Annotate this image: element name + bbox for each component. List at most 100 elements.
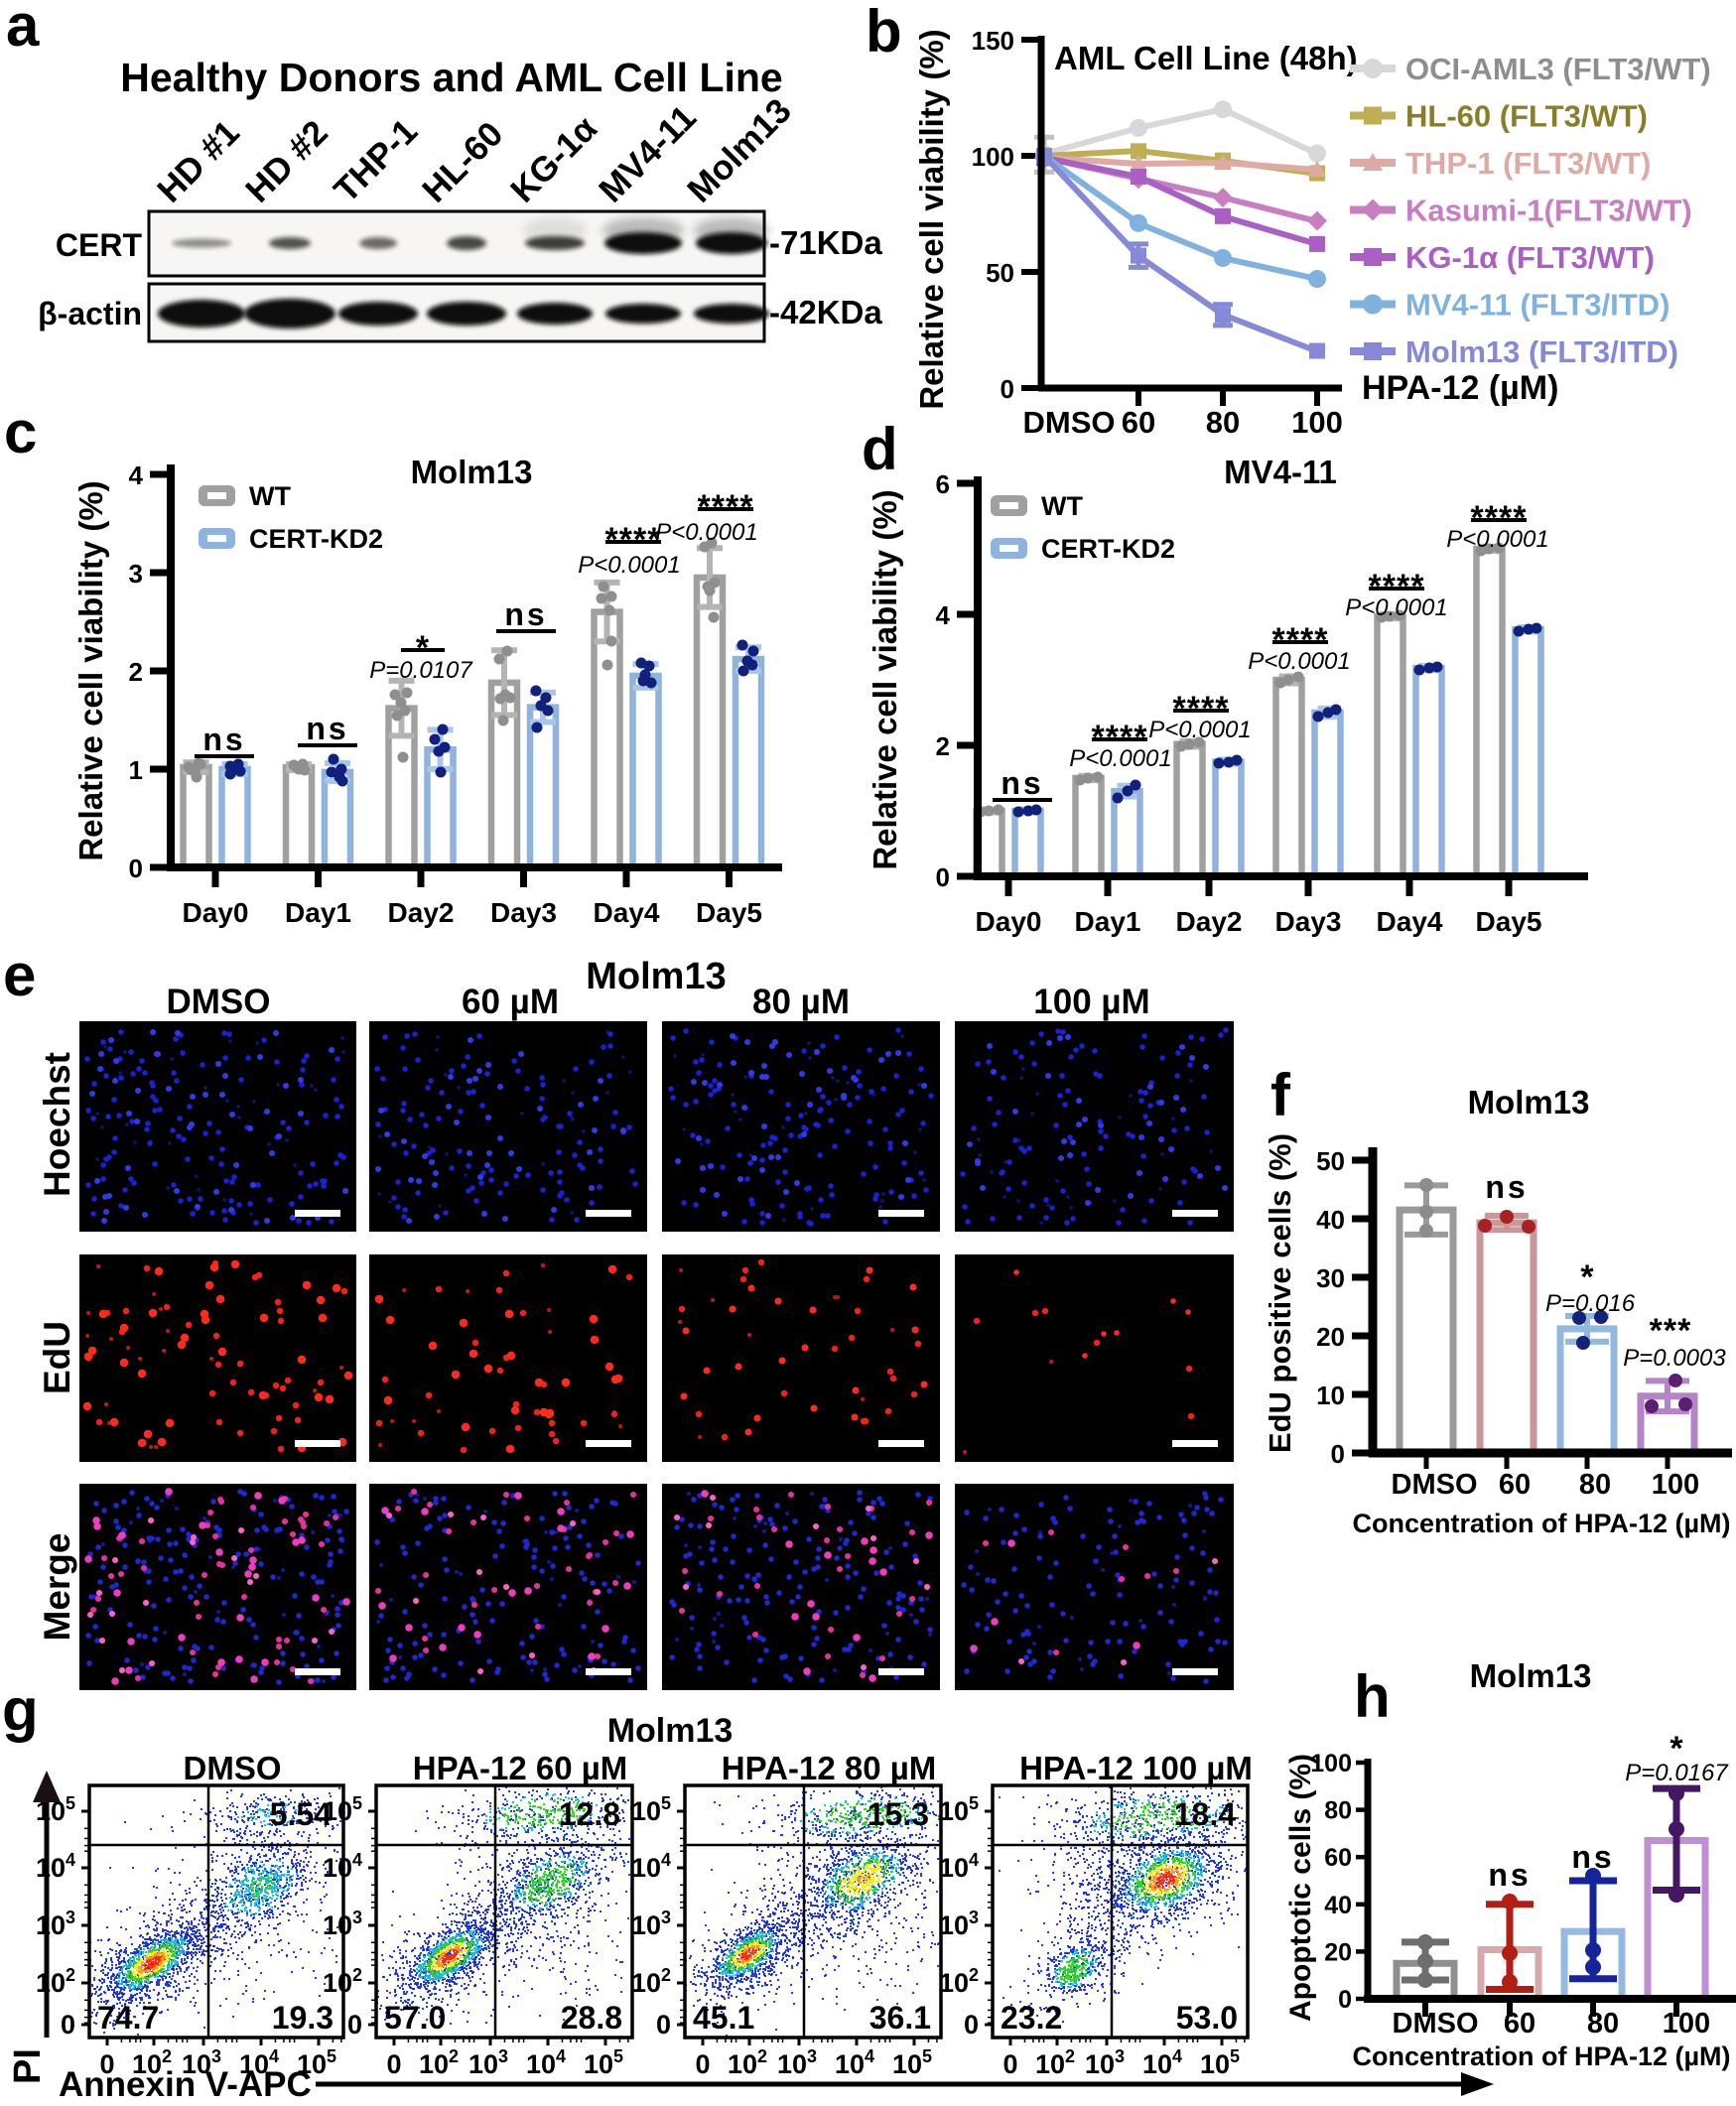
- svg-text:28.8: 28.8: [561, 2000, 622, 2036]
- svg-text:36.1: 36.1: [869, 2000, 931, 2036]
- svg-text:19.3: 19.3: [272, 2000, 334, 2036]
- svg-text:Molm13: Molm13: [586, 956, 726, 997]
- svg-text:60: 60: [1504, 2008, 1536, 2040]
- svg-text:Day4: Day4: [594, 897, 660, 928]
- svg-text:ns: ns: [1485, 1169, 1528, 1205]
- svg-text:Day4: Day4: [1377, 906, 1443, 937]
- svg-text:0: 0: [99, 2049, 114, 2079]
- svg-text:60: 60: [1122, 405, 1155, 440]
- svg-text:0: 0: [1001, 374, 1014, 404]
- svg-text:β-actin: β-actin: [38, 296, 142, 331]
- svg-text:2: 2: [129, 657, 143, 687]
- svg-text:*: *: [1669, 1730, 1683, 1768]
- svg-text:P=0.016: P=0.016: [1545, 1290, 1636, 1317]
- svg-text:-71KDa: -71KDa: [769, 224, 882, 261]
- svg-text:AML Cell Line (48h): AML Cell Line (48h): [1054, 40, 1358, 76]
- svg-text:3: 3: [129, 559, 143, 589]
- svg-text:100 µM: 100 µM: [1033, 983, 1149, 1021]
- svg-text:102: 102: [939, 1965, 979, 1998]
- svg-text:105: 105: [1200, 2046, 1240, 2079]
- svg-text:Relative cell viability (%): Relative cell viability (%): [913, 29, 950, 409]
- svg-text:40: 40: [1324, 1892, 1352, 1919]
- svg-text:100: 100: [1310, 1750, 1352, 1777]
- svg-text:Merge: Merge: [37, 1533, 77, 1642]
- svg-text:Molm13: Molm13: [607, 1712, 734, 1750]
- svg-text:Apoptotic cells (%): Apoptotic cells (%): [1284, 1754, 1317, 2022]
- svg-text:Day5: Day5: [1476, 906, 1542, 937]
- svg-text:50: 50: [1316, 1146, 1345, 1176]
- svg-text:100: 100: [1291, 405, 1343, 440]
- svg-text:DMSO: DMSO: [1393, 2008, 1479, 2040]
- svg-text:P=0.0003: P=0.0003: [1623, 1345, 1726, 1372]
- svg-text:a: a: [6, 0, 40, 59]
- svg-text:Annexin V-APC: Annexin V-APC: [59, 2065, 312, 2101]
- svg-text:100: 100: [1663, 2008, 1710, 2040]
- svg-text:53.0: 53.0: [1176, 2000, 1238, 2036]
- svg-text:PI: PI: [7, 2048, 49, 2084]
- svg-text:102: 102: [1035, 2046, 1075, 2079]
- svg-text:WT: WT: [249, 481, 291, 511]
- svg-text:Concentration of HPA-12 (µM): Concentration of HPA-12 (µM): [1352, 1509, 1730, 1538]
- svg-text:0: 0: [1002, 2049, 1017, 2079]
- svg-text:103: 103: [468, 2046, 508, 2079]
- svg-text:P<0.0001: P<0.0001: [578, 552, 680, 579]
- svg-text:ns: ns: [1488, 1857, 1531, 1893]
- svg-text:HD #2: HD #2: [238, 113, 335, 210]
- svg-text:***: ***: [1650, 1312, 1692, 1350]
- svg-text:6: 6: [936, 469, 950, 499]
- svg-text:WT: WT: [1041, 491, 1083, 521]
- svg-text:2: 2: [936, 731, 950, 761]
- svg-text:Day1: Day1: [285, 897, 351, 928]
- svg-text:ns: ns: [504, 596, 547, 632]
- svg-text:80: 80: [1324, 1797, 1352, 1825]
- svg-text:104: 104: [631, 1850, 671, 1883]
- svg-text:80: 80: [1587, 2008, 1619, 2040]
- svg-text:g: g: [2, 1676, 39, 1743]
- svg-text:20: 20: [1324, 1938, 1352, 1966]
- svg-text:P<0.0001: P<0.0001: [1248, 648, 1350, 675]
- svg-text:80: 80: [1579, 1469, 1611, 1501]
- svg-text:Day0: Day0: [976, 906, 1042, 937]
- svg-text:-42KDa: -42KDa: [769, 294, 882, 330]
- svg-text:P<0.0001: P<0.0001: [655, 519, 757, 546]
- svg-text:30: 30: [1316, 1263, 1345, 1293]
- svg-text:103: 103: [631, 1908, 671, 1940]
- svg-text:THP-1 (FLT3/WT): THP-1 (FLT3/WT): [1405, 146, 1651, 181]
- svg-text:P=0.0167: P=0.0167: [1625, 1760, 1729, 1786]
- svg-text:DMSO: DMSO: [184, 1750, 282, 1786]
- svg-text:MV4-11: MV4-11: [592, 98, 704, 210]
- svg-text:45.1: 45.1: [693, 2000, 754, 2036]
- svg-text:Relative cell viability (%): Relative cell viability (%): [867, 489, 903, 869]
- svg-text:DMSO: DMSO: [1392, 1469, 1478, 1501]
- svg-text:103: 103: [777, 2046, 817, 2079]
- svg-text:0: 0: [347, 2010, 362, 2040]
- svg-text:104: 104: [939, 1850, 979, 1883]
- svg-text:c: c: [4, 399, 37, 465]
- svg-text:h: h: [1354, 1663, 1391, 1730]
- svg-text:Day1: Day1: [1075, 906, 1141, 937]
- svg-text:Healthy Donors and AML Cell Li: Healthy Donors and AML Cell Line: [120, 55, 782, 100]
- svg-text:Day0: Day0: [183, 897, 249, 928]
- svg-text:KG-1α (FLT3/WT): KG-1α (FLT3/WT): [1405, 240, 1655, 275]
- svg-text:150: 150: [972, 26, 1014, 56]
- svg-text:Hoechst: Hoechst: [37, 1052, 77, 1197]
- svg-text:HD #1: HD #1: [150, 113, 247, 210]
- svg-text:CERT: CERT: [56, 227, 143, 263]
- svg-text:e: e: [3, 942, 36, 1008]
- svg-text:60: 60: [1499, 1469, 1531, 1501]
- svg-text:0: 0: [1338, 1986, 1352, 2014]
- svg-text:18.4: 18.4: [1174, 1796, 1236, 1832]
- svg-text:105: 105: [584, 2046, 623, 2079]
- svg-text:HPA-12 (µM): HPA-12 (µM): [1362, 369, 1558, 407]
- svg-text:HPA-12 100 µM: HPA-12 100 µM: [1019, 1750, 1253, 1786]
- svg-text:HL-60: HL-60: [415, 114, 510, 209]
- svg-text:15.3: 15.3: [868, 1796, 929, 1832]
- svg-text:P<0.0001: P<0.0001: [1345, 594, 1447, 621]
- svg-text:100: 100: [1652, 1469, 1699, 1501]
- svg-text:0: 0: [1331, 1439, 1345, 1469]
- svg-text:Day3: Day3: [490, 897, 557, 928]
- svg-text:0: 0: [964, 2010, 979, 2040]
- svg-text:P=0.0107: P=0.0107: [369, 657, 473, 684]
- svg-text:KG-1α: KG-1α: [503, 108, 604, 209]
- svg-text:40: 40: [1316, 1205, 1345, 1235]
